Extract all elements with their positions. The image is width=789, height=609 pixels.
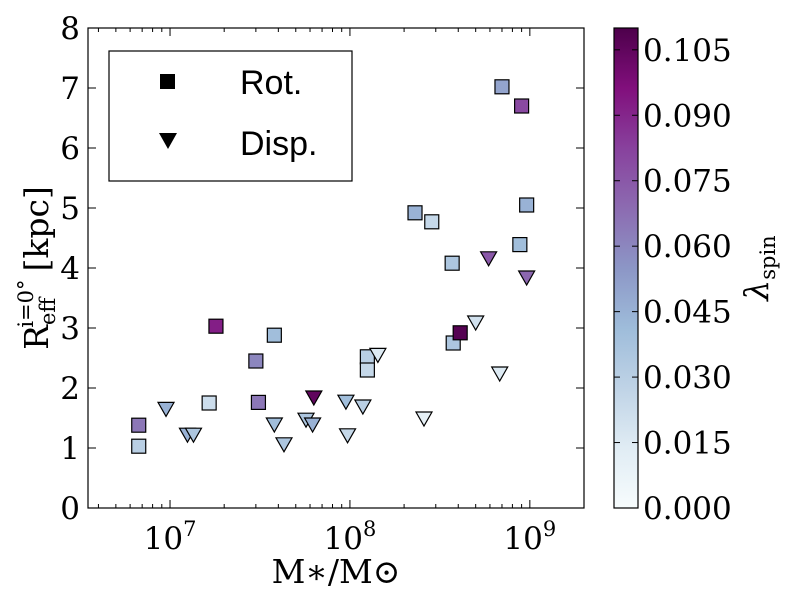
x-tick-label: 108 bbox=[324, 517, 377, 557]
disp-point bbox=[156, 401, 176, 418]
disp-point bbox=[414, 411, 434, 428]
rot-point bbox=[494, 79, 510, 95]
legend: Rot. Disp. bbox=[108, 50, 353, 182]
x-axis-title: M∗/M⊙ bbox=[272, 552, 401, 591]
svg-text:Reffi=0°[kpc]: Reffi=0° [kpc] bbox=[14, 186, 60, 350]
y-tick-label: 7 bbox=[60, 71, 80, 107]
x-tick-label-exp: 7 bbox=[183, 517, 196, 541]
y-tick-label: 0 bbox=[60, 491, 80, 527]
rot-point bbox=[519, 197, 535, 213]
disp-point bbox=[517, 270, 536, 287]
svg-text:λspin: λspin bbox=[737, 235, 780, 302]
y-tick-label: 4 bbox=[60, 251, 80, 287]
rot-point bbox=[514, 98, 530, 114]
disp-point bbox=[353, 399, 372, 416]
rot-point bbox=[131, 438, 147, 454]
y-tick-label: 6 bbox=[60, 131, 80, 167]
rot-point bbox=[248, 353, 264, 369]
x-tick-label: 107 bbox=[144, 517, 197, 557]
colorbar-tick-label: 0.045 bbox=[643, 295, 732, 331]
x-tick-label-base: 10 bbox=[324, 521, 363, 557]
rot-point bbox=[424, 214, 440, 230]
rot-point bbox=[266, 327, 282, 343]
y-axis-title: Reffi=0° [kpc] bbox=[14, 186, 60, 350]
disp-point bbox=[184, 427, 203, 444]
disp-point bbox=[265, 417, 284, 434]
rot-point bbox=[250, 394, 267, 410]
rot-point bbox=[131, 417, 147, 433]
disp-point bbox=[336, 394, 355, 411]
y-axis: 0 1 2 3 4 5 6 7 8 bbox=[60, 11, 584, 527]
rot-point bbox=[512, 237, 528, 253]
colorbar-tick-label: 0.090 bbox=[643, 98, 732, 134]
y-tick-label: 8 bbox=[60, 11, 80, 47]
disp-point bbox=[338, 428, 357, 445]
x-axis: 107 108 109 bbox=[97, 28, 585, 557]
x-tick-label-base: 10 bbox=[144, 521, 183, 557]
rot-point bbox=[201, 395, 217, 411]
legend-square-marker bbox=[160, 74, 175, 89]
rot-point bbox=[359, 362, 375, 378]
disp-point bbox=[479, 251, 498, 268]
rot-point bbox=[452, 325, 468, 341]
y-axis-title-main: R bbox=[17, 324, 56, 350]
legend-label-disp: Disp. bbox=[240, 125, 317, 163]
colorbar-tick-label: 0.060 bbox=[643, 229, 732, 265]
colorbar-tick-label: 0.075 bbox=[643, 164, 732, 200]
colorbar-tick-label: 0.105 bbox=[643, 33, 732, 69]
y-tick-label: 1 bbox=[60, 431, 80, 467]
legend-label-rot: Rot. bbox=[240, 64, 302, 102]
colorbar-tick-label: 0.015 bbox=[643, 426, 732, 462]
y-tick-label: 3 bbox=[60, 311, 80, 347]
disp-point bbox=[304, 390, 323, 407]
data-markers bbox=[131, 79, 536, 454]
y-tick-label: 2 bbox=[60, 371, 80, 407]
colorbar-axis: 0.000 0.015 0.030 0.045 0.060 0.075 0.090 0.105 bbox=[614, 33, 732, 527]
disp-point bbox=[274, 437, 294, 454]
x-tick-label-base: 10 bbox=[503, 521, 542, 557]
colorbar-tick-label: 0.030 bbox=[643, 360, 732, 396]
y-axis-title-unit: [kpc] bbox=[17, 186, 56, 271]
rot-point bbox=[407, 205, 423, 221]
x-tick-label-exp: 9 bbox=[543, 517, 556, 541]
rot-point bbox=[444, 255, 460, 271]
x-tick-label: 109 bbox=[503, 517, 556, 557]
colorbar-title: λspin bbox=[737, 235, 780, 302]
disp-point bbox=[466, 315, 485, 332]
colorbar-title-sub: spin bbox=[756, 235, 780, 279]
y-axis-title-super: i=0° bbox=[14, 279, 38, 327]
rot-point bbox=[208, 318, 224, 334]
disp-point bbox=[368, 347, 387, 364]
y-tick-label: 5 bbox=[60, 191, 80, 227]
colorbar bbox=[613, 27, 639, 509]
disp-point bbox=[303, 417, 322, 434]
legend-box bbox=[108, 50, 353, 182]
colorbar-title-main: λ bbox=[737, 280, 776, 303]
legend-triangle-marker bbox=[159, 133, 177, 149]
x-tick-label-exp: 8 bbox=[363, 517, 376, 541]
colorbar-tick-label: 0.000 bbox=[643, 491, 732, 527]
disp-point bbox=[490, 366, 509, 383]
y-axis-title-sub: eff bbox=[36, 296, 60, 325]
